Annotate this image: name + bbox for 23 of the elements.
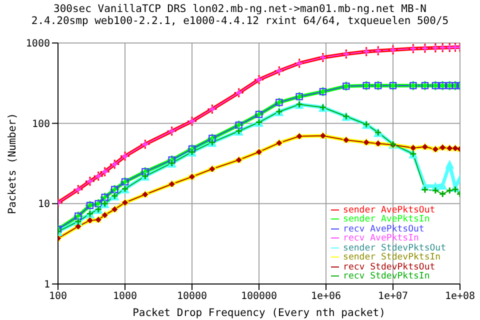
- legend-label: sender StdevPktsIn: [343, 252, 441, 263]
- x-tick-label: 100: [48, 291, 68, 302]
- y-tick-label: 10: [38, 199, 50, 210]
- legend-label: sender AvePktsOut: [343, 205, 436, 216]
- x-tick-label: 1e+06: [310, 291, 342, 302]
- chart-title: 300sec VanillaTCP DRS lon02.mb-ng.net->man01.mb-ng.net MB-N: [52, 3, 428, 15]
- legend-label: sender StdevPktsOut: [343, 243, 446, 254]
- x-tick-label: 1000: [112, 291, 138, 302]
- x-tick-label: 10000: [176, 291, 208, 302]
- x-axis-title: Packet Drop Frequency (Every nth packet): [132, 307, 386, 319]
- legend-label: recv StdevPktsIn: [343, 272, 430, 282]
- y-tick-label: 100: [32, 118, 50, 130]
- legend-label: recv AvePktsIn: [343, 234, 419, 244]
- legend-label: recv StdevPktsOut: [343, 262, 436, 272]
- x-tick-label: 1e+08: [444, 291, 476, 302]
- legend-label: recv AvePktsOut: [343, 224, 424, 234]
- chart-subtitle: 2.4.20smp web100-2.2.1, e1000-4.4.12 rxint 64/64, txqueuelen 500/5: [30, 15, 450, 27]
- x-tick-label: 1e+07: [378, 291, 408, 302]
- y-tick-label: 1000: [26, 38, 50, 50]
- y-axis-title: Packets (Number): [6, 112, 19, 214]
- legend-label: sender AvePktsIn: [343, 214, 430, 225]
- x-tick-label: 100000: [240, 291, 278, 302]
- y-tick-label: 1: [44, 280, 50, 291]
